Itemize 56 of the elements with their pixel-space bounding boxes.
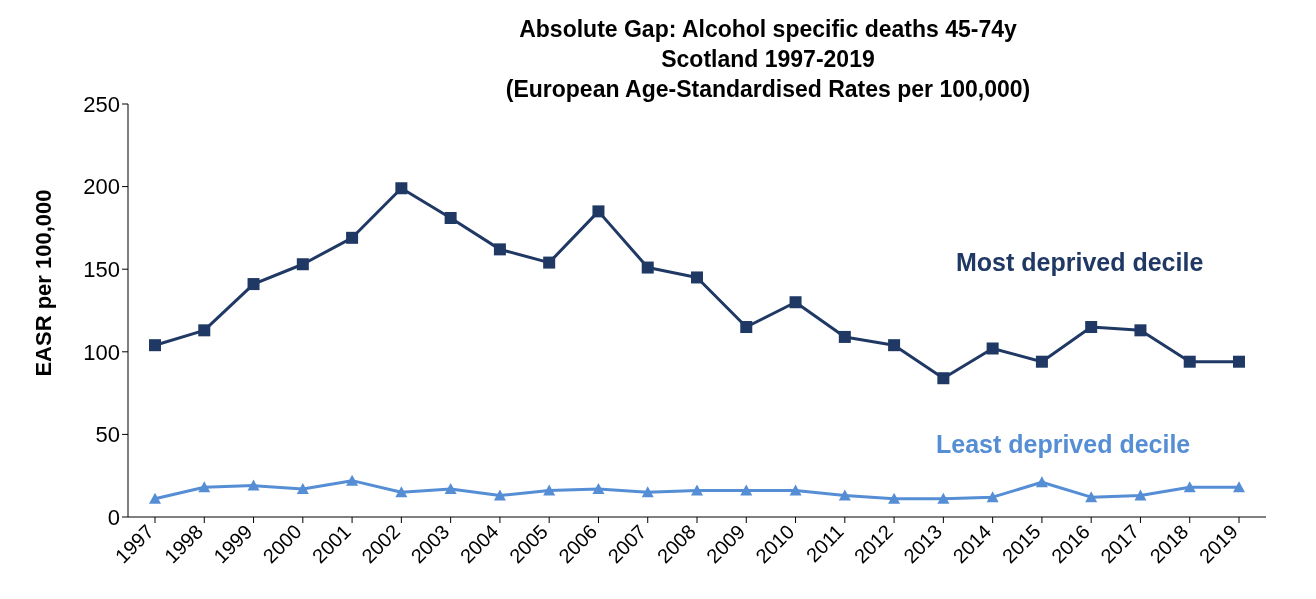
point: [198, 481, 211, 493]
chart-title: Absolute Gap: Alcohol specific deaths 45-74y Scotland 1997-2019 (European Age-Standardised Rates per 100,000): [504, 15, 1032, 104]
series-label: Least deprived decile: [936, 430, 1191, 459]
point: [641, 261, 654, 274]
point: [395, 486, 408, 498]
point: [986, 342, 999, 355]
point: [789, 484, 802, 496]
point: [1183, 355, 1196, 368]
point: [1183, 481, 1196, 493]
point: [1085, 321, 1098, 334]
y-tick-label: 50: [95, 422, 120, 448]
point: [986, 491, 999, 503]
point: [937, 372, 950, 385]
point: [296, 482, 309, 494]
point: [1035, 355, 1048, 368]
y-tick-label: 100: [83, 339, 120, 365]
point: [592, 482, 605, 494]
point: [838, 330, 851, 343]
point: [1134, 324, 1147, 337]
point: [149, 339, 161, 352]
point: [149, 492, 161, 504]
point: [888, 339, 901, 352]
point: [592, 205, 605, 218]
y-tick-label: 150: [83, 257, 120, 283]
point: [740, 484, 753, 496]
point: [543, 256, 556, 269]
point: [493, 243, 506, 256]
point: [444, 211, 457, 224]
point: [740, 321, 753, 334]
point: [1233, 481, 1245, 493]
point: [1035, 476, 1048, 488]
point: [543, 484, 556, 496]
point: [493, 489, 506, 501]
point: [1233, 355, 1245, 368]
point: [789, 296, 802, 309]
y-tick-label: 200: [83, 174, 120, 200]
point: [937, 492, 950, 504]
y-axis-title: EASR per 100,000: [31, 189, 57, 377]
point: [444, 482, 457, 494]
point: [838, 489, 851, 501]
point: [641, 486, 654, 498]
point: [691, 271, 703, 284]
point: [198, 324, 211, 337]
y-tick-label: 0: [107, 504, 120, 530]
point: [691, 484, 703, 496]
point: [1134, 489, 1147, 501]
point: [346, 231, 359, 244]
point: [296, 258, 309, 271]
text: Most deprived decile: [956, 248, 1204, 277]
point: [247, 479, 260, 491]
point: [346, 474, 359, 486]
point: [247, 278, 260, 291]
point: [1085, 491, 1098, 503]
point: [395, 182, 408, 195]
y-tick-label: 250: [83, 91, 120, 117]
point: [888, 492, 901, 504]
